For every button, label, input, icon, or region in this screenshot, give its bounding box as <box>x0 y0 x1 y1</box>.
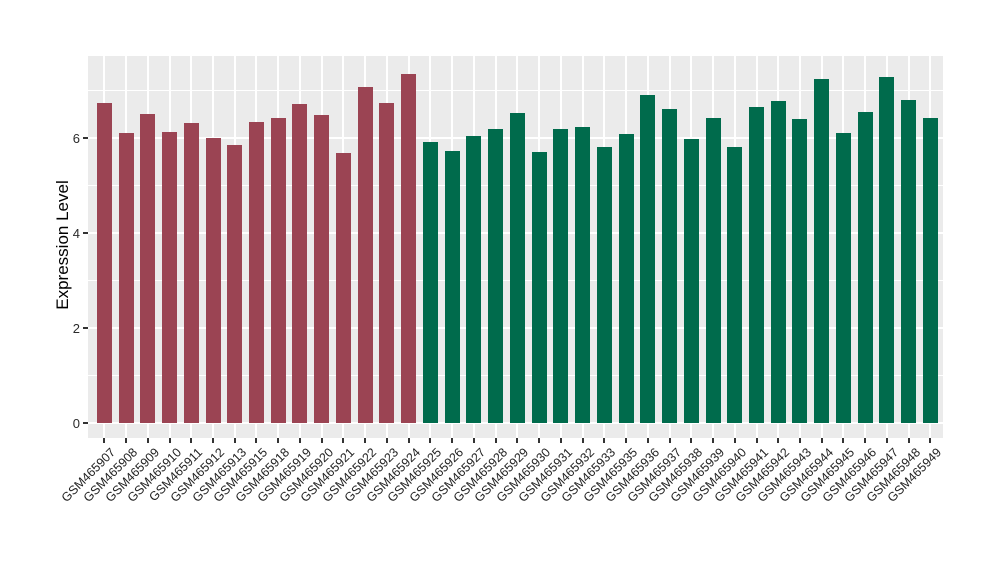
x-tick-mark <box>298 438 301 443</box>
bar-GSM465949 <box>922 117 938 424</box>
x-tick-mark <box>255 438 258 443</box>
bar-GSM465943 <box>792 118 808 424</box>
y-tick-label: 6 <box>72 130 80 146</box>
bar-GSM465909 <box>140 113 156 424</box>
x-tick-mark <box>929 438 932 443</box>
x-tick-mark <box>798 438 801 443</box>
bar-GSM465923 <box>379 103 395 424</box>
bar-GSM465945 <box>835 132 851 424</box>
bar-GSM465929 <box>509 112 525 424</box>
x-tick-mark <box>842 438 845 443</box>
x-tick-mark <box>146 438 149 443</box>
x-tick-mark <box>472 438 475 443</box>
x-tick-mark <box>190 438 193 443</box>
bar-GSM465932 <box>575 126 591 424</box>
bar-GSM465926 <box>444 150 460 424</box>
y-tick-label: 2 <box>72 320 80 336</box>
bar-GSM465946 <box>857 112 873 424</box>
x-tick-mark <box>385 438 388 443</box>
x-tick-mark <box>429 438 432 443</box>
y-tick-mark <box>83 327 88 330</box>
bar-GSM465925 <box>422 141 438 424</box>
bar-GSM465947 <box>879 77 895 424</box>
x-tick-mark <box>516 438 519 443</box>
bar-GSM465918 <box>270 118 286 424</box>
bar-GSM465944 <box>814 78 830 424</box>
x-tick-mark <box>233 438 236 443</box>
x-tick-mark <box>168 438 171 443</box>
x-tick-mark <box>755 438 758 443</box>
x-tick-mark <box>320 438 323 443</box>
bar-GSM465936 <box>640 94 656 424</box>
bar-GSM465937 <box>662 108 678 424</box>
y-tick-label: 4 <box>72 225 80 241</box>
bar-GSM465921 <box>335 153 351 424</box>
bar-GSM465935 <box>618 134 634 424</box>
bar-GSM465912 <box>205 137 221 424</box>
bar-GSM465908 <box>118 132 134 424</box>
bar-GSM465939 <box>705 118 721 424</box>
bar-GSM465942 <box>770 100 786 424</box>
x-tick-mark <box>603 438 606 443</box>
x-tick-mark <box>864 438 867 443</box>
bar-GSM465940 <box>727 146 743 424</box>
bar-GSM465910 <box>162 132 178 424</box>
y-tick-mark <box>83 422 88 425</box>
x-tick-mark <box>690 438 693 443</box>
x-tick-mark <box>820 438 823 443</box>
y-tick-mark <box>83 232 88 235</box>
x-tick-mark <box>581 438 584 443</box>
x-tick-mark <box>364 438 367 443</box>
bar-GSM465941 <box>749 107 764 424</box>
x-tick-mark <box>777 438 780 443</box>
bar-GSM465928 <box>488 128 504 424</box>
bar-GSM465931 <box>553 128 569 424</box>
x-tick-mark <box>451 438 454 443</box>
bar-GSM465933 <box>596 147 612 424</box>
x-tick-mark <box>712 438 715 443</box>
x-tick-mark <box>494 438 497 443</box>
x-tick-mark <box>646 438 649 443</box>
bar-GSM465922 <box>357 86 373 424</box>
bar-GSM465919 <box>292 103 308 424</box>
x-tick-mark <box>559 438 562 443</box>
bar-GSM465948 <box>901 99 917 424</box>
gridline-major <box>88 422 943 425</box>
bar-GSM465911 <box>183 122 199 424</box>
gridline-minor <box>88 90 943 92</box>
y-tick-mark <box>83 137 88 140</box>
x-tick-mark <box>625 438 628 443</box>
bar-GSM465915 <box>248 121 264 424</box>
x-tick-mark <box>342 438 345 443</box>
x-tick-mark <box>538 438 541 443</box>
plot-panel <box>88 56 943 438</box>
x-tick-mark <box>103 438 106 443</box>
x-tick-mark <box>668 438 671 443</box>
x-tick-mark <box>907 438 910 443</box>
x-tick-mark <box>212 438 214 443</box>
x-tick-mark <box>277 438 280 443</box>
x-tick-mark <box>407 438 410 443</box>
bar-GSM465913 <box>227 144 243 424</box>
bar-GSM465920 <box>314 114 330 424</box>
bar-GSM465938 <box>683 139 699 424</box>
bar-GSM465907 <box>96 102 112 424</box>
bar-GSM465927 <box>466 135 482 424</box>
bar-GSM465924 <box>401 73 417 424</box>
x-tick-mark <box>125 438 128 443</box>
x-tick-mark <box>733 438 736 443</box>
x-tick-mark <box>885 438 888 443</box>
y-tick-label: 0 <box>72 415 80 431</box>
bar-GSM465930 <box>531 151 547 424</box>
